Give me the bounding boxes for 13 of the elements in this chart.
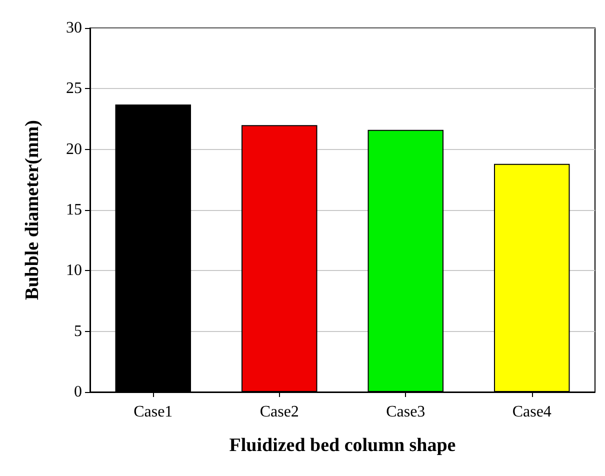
y-tick-label: 30 <box>66 20 82 36</box>
x-axis-title: Fluidized bed column shape <box>229 435 456 456</box>
y-tick-label: 25 <box>66 80 82 98</box>
y-tick-label: 5 <box>74 322 82 340</box>
y-axis-title: Bubble diameter(mm) <box>22 120 43 300</box>
y-tick-label: 0 <box>74 384 82 400</box>
y-tick-label: 15 <box>66 202 82 218</box>
x-tick-label: Case2 <box>260 404 299 420</box>
y-tick-label: 20 <box>66 140 82 158</box>
x-tick-label: Case3 <box>386 404 426 420</box>
x-tick-label: Case1 <box>134 404 173 420</box>
x-tick-label: Case4 <box>512 404 552 420</box>
y-tick-label: 10 <box>66 262 82 280</box>
